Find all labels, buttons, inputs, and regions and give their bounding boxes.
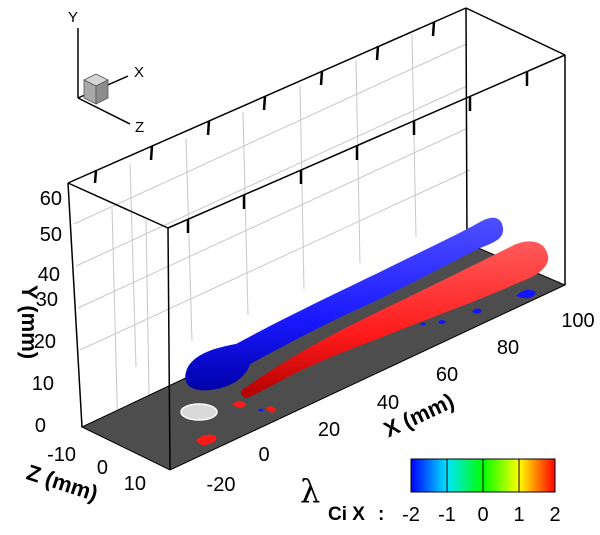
triad-z-label: Z: [135, 119, 144, 136]
blue-blob-5: [258, 408, 264, 412]
colorbar-tick-label: 2: [549, 504, 560, 526]
triad-cube-right: [95, 79, 109, 105]
red-vortex-tube: [240, 241, 549, 398]
triad-x-label: X: [134, 64, 144, 81]
colorbar: -2 -1 0 1 2 λ Ci X :: [300, 458, 561, 526]
triad-y-label: Y: [68, 9, 78, 26]
z-axis-label: Z (mm): [24, 460, 101, 506]
x-tick-label: 20: [318, 419, 340, 441]
colorbar-title-subscript: Ci X: [328, 504, 365, 525]
red-blob-1: [196, 434, 217, 446]
x-tick-label: -20: [207, 474, 236, 496]
bounding-box: [67, 7, 566, 471]
colorbar-tick-label: 1: [513, 504, 524, 526]
y-tick-label: 60: [40, 188, 62, 210]
y-tick-label: 20: [34, 331, 56, 353]
x-tick-label: 40: [377, 392, 399, 414]
red-vortex-fragments: [196, 401, 276, 446]
colorbar-tick-label: 0: [477, 504, 488, 526]
colorbar-title-symbol: λ: [300, 472, 320, 510]
x-tick-label: 100: [561, 310, 594, 332]
colorbar-tick-label: -2: [402, 504, 420, 526]
x-tick-label: 80: [497, 337, 519, 359]
y-axis-label: Y (mm): [17, 285, 42, 359]
colorbar-tick-label: -1: [438, 504, 456, 526]
orientation-triad: Y X Z: [68, 9, 144, 136]
blue-vortex-fragments: [258, 289, 536, 412]
red-blob-3: [266, 406, 276, 413]
x-tick-label: 60: [436, 364, 458, 386]
red-blob-2: [232, 401, 246, 408]
blue-vortex-tube: [185, 217, 504, 391]
z-axis: -10 0 10 Z (mm): [24, 444, 146, 506]
y-tick-label: 30: [36, 289, 58, 311]
blue-blob-1: [516, 289, 536, 299]
y-tick-label: 50: [40, 224, 62, 246]
z-tick-label: 0: [97, 457, 108, 479]
blue-blob-4: [420, 322, 426, 326]
colorbar-title-suffix: :: [378, 504, 384, 525]
y-tick-label: 0: [35, 415, 46, 437]
y-axis: 0 10 20 30 40 50 60 Y (mm): [17, 188, 62, 437]
y-tick-label: 10: [32, 373, 54, 395]
z-tick-label: -10: [47, 444, 76, 466]
x-tick-label: 0: [258, 444, 269, 466]
blue-blob-2: [472, 308, 482, 314]
y-tick-label: 40: [38, 264, 60, 286]
z-tick-label: 10: [124, 473, 146, 495]
top-edge-ticks: [93, 21, 529, 233]
jet-orifice: [180, 403, 218, 421]
blue-blob-3: [438, 320, 446, 324]
